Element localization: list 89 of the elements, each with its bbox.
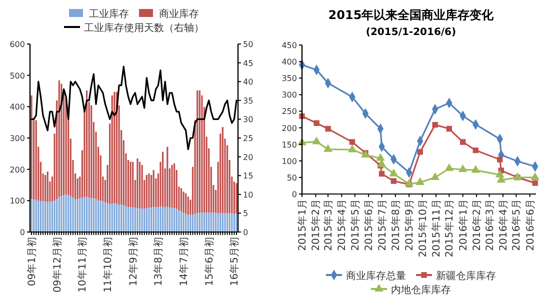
- y-tick-label: 50: [286, 173, 297, 182]
- point: [446, 126, 452, 132]
- x-tick-label: 2016年5月: [510, 199, 523, 251]
- y-tick-label: 300: [10, 134, 25, 143]
- x-tick-label: 2015年1月: [296, 199, 308, 251]
- x-tick-label: 2015年3月: [322, 199, 334, 251]
- legend-label: 商业库存总量: [346, 270, 406, 282]
- y2-tick-label: 40: [243, 78, 254, 87]
- y-tick-label: 250: [282, 107, 297, 116]
- x-tick-label: 14年7月初: [178, 237, 190, 286]
- x-tick-label: 2015年2月: [310, 199, 322, 251]
- legend-label: 内地仓库库存: [391, 284, 451, 296]
- y2-tick-label: 25: [243, 134, 254, 143]
- y2-tick-label: 35: [243, 96, 254, 106]
- x-tick-label: 13年8月初: [152, 237, 165, 286]
- x-tick-label: 09年1月初: [26, 237, 38, 286]
- x-tick-label: 2015年8月: [390, 199, 402, 251]
- point: [497, 156, 503, 162]
- x-tick-label: 2015年12月: [444, 199, 456, 258]
- x-tick-label: 11年10月初: [102, 237, 114, 292]
- point: [432, 122, 438, 128]
- point: [312, 137, 321, 144]
- point: [390, 178, 397, 184]
- point: [349, 139, 356, 145]
- y-tick-label: 450: [282, 41, 297, 50]
- point: [378, 160, 386, 168]
- legend-label: 新疆仓库库存: [436, 270, 496, 282]
- point: [378, 170, 385, 177]
- point: [314, 120, 320, 126]
- y2-tick-label: 5: [243, 209, 248, 218]
- y-tick-label: 350: [282, 74, 297, 84]
- x-tick-label: 12年9月初: [127, 237, 140, 286]
- point: [417, 149, 423, 155]
- x-tick-label: 2015年7月: [376, 199, 388, 251]
- y-tick-label: 0: [292, 190, 297, 199]
- point: [532, 180, 538, 186]
- y2-tick-label: 30: [243, 115, 254, 124]
- x-tick-label: 16年5月初: [228, 237, 241, 286]
- point: [348, 145, 356, 152]
- point: [390, 169, 398, 176]
- point: [460, 139, 466, 145]
- x-tick-label: 2015年9月: [404, 199, 416, 251]
- y2-tick-label: 10: [243, 190, 254, 200]
- x-tick-label: 2015年4月: [336, 199, 348, 251]
- point: [431, 172, 440, 180]
- x-tick-label: 2016年6月: [524, 199, 536, 251]
- x-tick-label: 09年12月初: [51, 237, 64, 292]
- x-tick-label: 2016年2月: [471, 199, 484, 251]
- point: [445, 164, 454, 172]
- point: [458, 164, 467, 172]
- x-tick-label: 2016年1月: [457, 199, 470, 251]
- x-tick-label: 2016年4月: [497, 199, 510, 251]
- y-tick-label: 600: [10, 40, 25, 49]
- y2-tick-label: 15: [243, 172, 254, 181]
- x-tick-label: 15年6月初: [203, 237, 216, 286]
- legend-label: 商业库存: [159, 8, 199, 20]
- x-tick-label: 2015年10月: [416, 199, 429, 258]
- x-tick-label: 2015年5月: [349, 199, 362, 251]
- legend-label: 工业库存使用天数（右轴）: [84, 22, 204, 34]
- y-tick-label: 400: [282, 58, 297, 67]
- y2-tick-label: 20: [243, 152, 254, 162]
- y2-tick-label: 0: [243, 228, 248, 237]
- point: [531, 172, 540, 180]
- y-tick-label: 200: [10, 165, 25, 174]
- point: [324, 78, 332, 88]
- x-tick-label: 2016年3月: [484, 199, 496, 251]
- x-tick-label: 2015年11月: [430, 199, 442, 258]
- point: [405, 179, 414, 187]
- y-tick-label: 500: [10, 71, 25, 80]
- point: [472, 147, 478, 154]
- x-tick-label: 10年11月初: [76, 237, 89, 292]
- y-tick-label: 100: [282, 156, 297, 166]
- point: [416, 178, 424, 185]
- chart-subtitle: (2015/1-2016/6): [366, 27, 456, 38]
- y-tick-label: 400: [10, 102, 25, 112]
- legend-label: 工业库存: [89, 8, 129, 20]
- x-tick-label: 2015年6月: [363, 199, 376, 251]
- point: [376, 154, 385, 161]
- point: [472, 166, 480, 173]
- y-tick-label: 200: [282, 124, 297, 133]
- y-tick-label: 0: [20, 228, 25, 237]
- y-tick-label: 150: [282, 140, 297, 150]
- y-tick-label: 300: [282, 90, 297, 100]
- point: [325, 126, 331, 132]
- y-tick-label: 100: [10, 196, 25, 206]
- chart-title: 2015年以来全国商业库存变化: [328, 8, 495, 22]
- point: [324, 144, 332, 152]
- y2-tick-label: 50: [243, 40, 254, 49]
- y2-tick-label: 45: [243, 58, 254, 68]
